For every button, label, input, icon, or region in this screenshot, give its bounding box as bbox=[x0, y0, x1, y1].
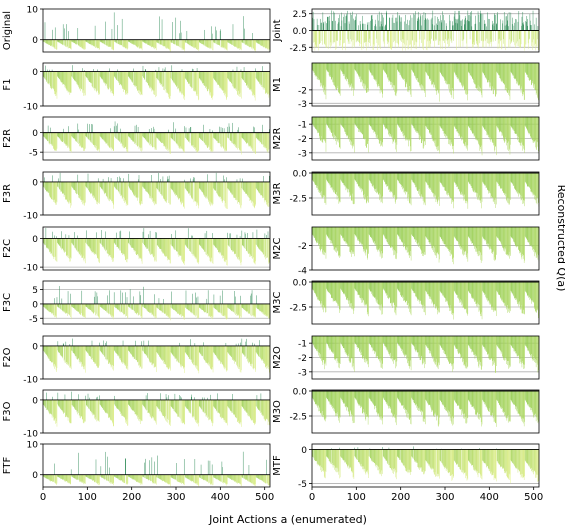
y-tick-label: 10 bbox=[27, 6, 39, 16]
y-tick-label: -10 bbox=[23, 264, 38, 274]
y-tick-label: 2.5 bbox=[293, 10, 307, 20]
y-tick-label: 0 bbox=[32, 68, 38, 78]
y-tick-label: -5 bbox=[29, 149, 38, 159]
panel-label: M2R bbox=[272, 127, 283, 149]
panel-label: F2C bbox=[2, 239, 13, 258]
y-tick-label: 0 bbox=[32, 36, 38, 46]
y-tick-label: -3 bbox=[298, 100, 307, 110]
y-tick-label: 0 bbox=[32, 178, 38, 188]
y-tick-label: -2.5 bbox=[289, 44, 307, 54]
panel-frame bbox=[42, 226, 271, 271]
y-tick-label: -2 bbox=[298, 135, 307, 145]
panel-m1: -3 -2 M1 bbox=[272, 62, 540, 110]
y-tick-label: 0 bbox=[32, 129, 38, 139]
panel-label: F2R bbox=[2, 129, 13, 148]
panel-f1: -10 0 F1 bbox=[2, 62, 271, 113]
panel-label: M3R bbox=[272, 182, 283, 204]
panel-frame bbox=[42, 8, 271, 53]
y-tick-label: 0.0 bbox=[293, 27, 308, 37]
panel-joint: -2.5 0.0 2.5 Joint bbox=[272, 8, 540, 54]
panel-frame bbox=[42, 171, 271, 216]
y-tick-label: -10 bbox=[23, 103, 38, 113]
panel-original: 0 10 Original bbox=[2, 6, 271, 53]
panel-f3r: -10 0 F3R bbox=[2, 171, 271, 222]
y-tick-label: -2 bbox=[298, 86, 307, 96]
panel-frame bbox=[311, 171, 540, 216]
panel-f2r: -5 0 F2R bbox=[2, 116, 271, 161]
panel-frame bbox=[311, 62, 540, 107]
y-tick-label: -2.5 bbox=[289, 195, 307, 205]
panel-label: Original bbox=[2, 11, 13, 50]
panel-label: M1 bbox=[272, 77, 283, 92]
y-tick-label: -3 bbox=[298, 149, 307, 159]
panel-label: Joint bbox=[272, 19, 283, 42]
y-tick-label: 0 bbox=[32, 235, 38, 245]
y-tick-label: -1 bbox=[298, 121, 307, 131]
panel-f2c: -10 0 F2C bbox=[2, 226, 271, 274]
panel-frame bbox=[42, 62, 271, 107]
y-tick-label: 0.0 bbox=[293, 170, 308, 180]
panel-label: F1 bbox=[2, 78, 13, 90]
panel-frame bbox=[42, 116, 271, 161]
y-tick-label: -10 bbox=[23, 212, 38, 222]
panel-label: F3R bbox=[2, 184, 13, 203]
panel-m2r: -3 -2 -1 M2R bbox=[272, 116, 540, 161]
panel-m3r: -2.5 0.0 M3R bbox=[272, 170, 540, 216]
